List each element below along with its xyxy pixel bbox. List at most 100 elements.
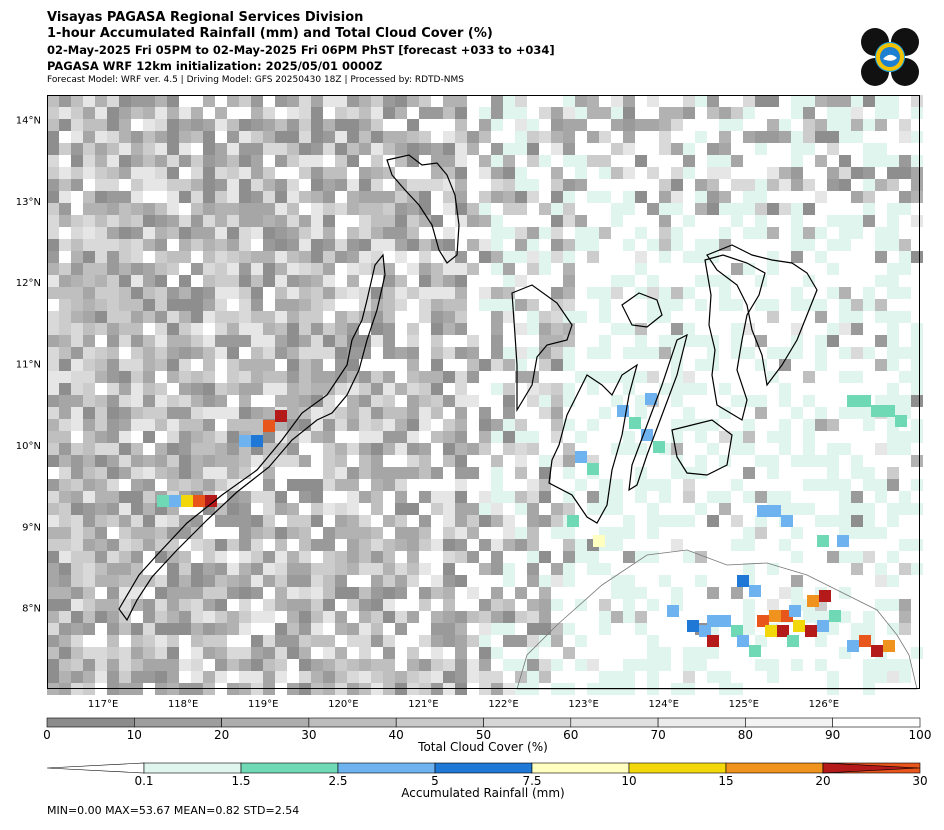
- lon-tick-label: 125°E: [729, 699, 759, 710]
- rain-cell: [757, 505, 769, 517]
- rain-cell: [871, 405, 883, 417]
- lat-tick-label: 9°N: [22, 522, 41, 533]
- cloud-colorbar-bin: [221, 717, 310, 728]
- axis-labels: 117°E 118°E 119°E 120°E 121°E 122°E 123°E 124°E…: [16, 115, 839, 710]
- rain-cell: [629, 417, 641, 429]
- rain-cell: [169, 495, 181, 507]
- rain-cell: [859, 635, 871, 647]
- rain-cell: [157, 495, 169, 507]
- rain-cell: [871, 645, 883, 657]
- lat-tick-label: 13°N: [16, 197, 41, 208]
- cloud-colorbar-bin: [657, 717, 746, 728]
- rain-cell: [737, 575, 749, 587]
- cloud-colorbar-bin: [134, 717, 222, 728]
- cloud-colorbar-title: Total Cloud Cover (%): [418, 740, 548, 754]
- lon-tick-label: 124°E: [649, 699, 679, 710]
- rain-cell: [587, 463, 599, 475]
- rainfall-cloud-map: 117°E 118°E 119°E 120°E 121°E 122°E 123°E 124°E…: [16, 95, 923, 710]
- rain-colorbar-tick: 20: [815, 774, 830, 788]
- rain-colorbar-tick: 1.5: [231, 774, 250, 788]
- lon-tick-label: 122°E: [488, 699, 518, 710]
- rain-cell: [777, 625, 789, 637]
- rain-cell: [781, 515, 793, 527]
- cloud-colorbar-tick: 100: [909, 728, 932, 742]
- rain-cell: [749, 645, 761, 657]
- mindoro-coastline: [386, 154, 460, 264]
- rain-colorbar-over: [822, 762, 921, 774]
- leyte-coastline: [704, 254, 766, 421]
- rain-cell: [749, 585, 761, 597]
- bohol-coastline: [671, 419, 733, 476]
- rain-colorbar-bin: [628, 762, 727, 774]
- mindanao-outline: [516, 549, 918, 690]
- rain-cell: [653, 441, 665, 453]
- rain-cell: [859, 395, 871, 407]
- rain-colorbar-bin: [434, 762, 533, 774]
- rain-cell: [593, 535, 605, 547]
- rain-cell: [699, 625, 711, 637]
- lon-tick-label: 120°E: [328, 699, 358, 710]
- rain-colorbar-under: [46, 762, 145, 774]
- rain-colorbar-tick: 0.1: [134, 774, 153, 788]
- statistics-summary: MIN=0.00 MAX=53.67 MEAN=0.82 STD=2.54: [47, 804, 300, 817]
- cloud-colorbar-tick: 80: [738, 728, 753, 742]
- lat-tick-label: 12°N: [16, 278, 41, 289]
- rain-cell: [769, 505, 781, 517]
- cloud-colorbar-tick: 50: [476, 728, 491, 742]
- title-model-info: Forecast Model: WRF ver. 4.5 | Driving M…: [47, 75, 464, 85]
- rain-cell: [817, 535, 829, 547]
- cloud-colorbar-bin: [745, 717, 834, 728]
- masbate-coastline: [621, 292, 663, 328]
- title-office: Visayas PAGASA Regional Services Divisio…: [47, 10, 364, 25]
- rain-cell: [275, 410, 287, 422]
- cloud-colorbar-tick: 90: [825, 728, 840, 742]
- rain-cell: [687, 620, 699, 632]
- rain-cell: [645, 393, 657, 405]
- cebu-coastline: [628, 333, 688, 492]
- rain-cell: [757, 615, 769, 627]
- cloud-colorbar-tick: 30: [301, 728, 316, 742]
- cloud-colorbar-tick: 10: [127, 728, 142, 742]
- lon-tick-label: 117°E: [88, 699, 118, 710]
- rain-colorbar-tick: 30: [912, 774, 927, 788]
- rain-colorbar-tick: 5: [431, 774, 439, 788]
- cloud-colorbar-bin: [308, 717, 397, 728]
- rain-cell: [883, 405, 895, 417]
- rain-cell: [737, 635, 749, 647]
- rain-colorbar-bin: [337, 762, 436, 774]
- rain-cell: [193, 495, 205, 507]
- rain-cell: [793, 620, 805, 632]
- samar-coastline: [706, 244, 818, 387]
- lon-tick-label: 119°E: [248, 699, 278, 710]
- rain-colorbar-title: Accumulated Rainfall (mm): [401, 786, 565, 800]
- cloud-colorbar-tick: 0: [43, 728, 51, 742]
- rain-cell: [829, 610, 841, 622]
- lat-tick-label: 10°N: [16, 441, 41, 452]
- rain-colorbar-bin: [240, 762, 339, 774]
- rain-cell: [817, 620, 829, 632]
- palawan-coastline: [118, 253, 386, 622]
- cloud-colorbar-tick: 60: [563, 728, 578, 742]
- lon-tick-label: 123°E: [568, 699, 598, 710]
- rain-cell: [769, 610, 781, 622]
- rain-cell: [205, 495, 217, 507]
- rain-cell: [883, 640, 895, 652]
- rain-cell: [667, 605, 679, 617]
- rain-cell: [251, 435, 263, 447]
- coastline-layer: [118, 154, 818, 622]
- rain-colorbar-tick: 15: [718, 774, 733, 788]
- cloud-cover-colorbar: 0 10 20 30 40 50 60 70 80 90 100: [43, 717, 932, 742]
- rain-colorbar-bin: [531, 762, 630, 774]
- negros-coastline: [548, 363, 638, 524]
- rain-cell: [181, 495, 193, 507]
- rain-cell: [731, 625, 743, 637]
- lon-tick-label: 118°E: [168, 699, 198, 710]
- rain-cell: [707, 615, 719, 627]
- rain-cell: [765, 625, 777, 637]
- rain-cell: [263, 420, 275, 432]
- rain-cell: [895, 415, 907, 427]
- rainfall-layer: [157, 393, 907, 657]
- cloud-colorbar-tick: 40: [389, 728, 404, 742]
- rain-cell: [239, 435, 251, 447]
- rain-colorbar-tick: 2.5: [328, 774, 347, 788]
